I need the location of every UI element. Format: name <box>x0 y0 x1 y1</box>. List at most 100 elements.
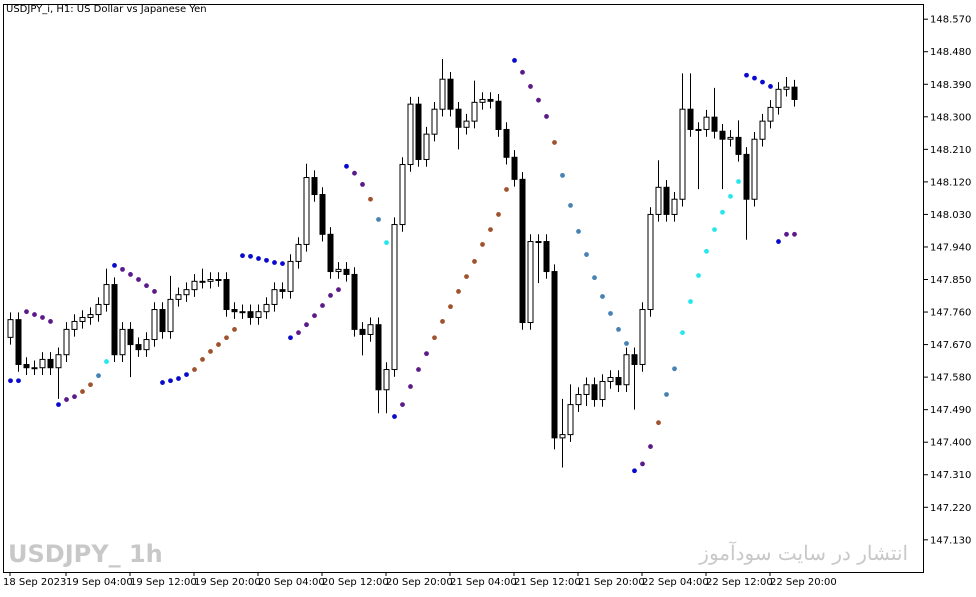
sar-dot <box>416 367 421 372</box>
sar-dot <box>608 311 613 316</box>
sar-dot <box>400 402 405 408</box>
sar-dot <box>512 58 517 63</box>
candle-body <box>23 363 30 369</box>
sar-dot <box>384 240 389 246</box>
sar-dot <box>496 212 501 217</box>
sar-dot <box>648 444 653 449</box>
candle-body <box>383 369 390 391</box>
y-tick-label: 147.220 <box>930 503 971 514</box>
candle-body <box>303 177 310 245</box>
x-tick-label: 22 Sep 04:00 <box>642 577 709 588</box>
sar-dot <box>696 273 701 278</box>
sar-dot <box>656 420 661 426</box>
candle-body <box>551 271 558 439</box>
candle-body <box>135 344 142 351</box>
candle-body <box>335 268 342 273</box>
y-tick-label: 148.570 <box>930 15 971 26</box>
candle-body <box>447 78 454 110</box>
candle-body <box>727 136 734 140</box>
candle-body <box>783 86 790 90</box>
candle-body <box>207 279 214 282</box>
candle-body <box>359 328 366 335</box>
sar-dot <box>112 263 117 268</box>
sar-dot <box>712 227 717 233</box>
candle-body <box>607 376 614 382</box>
candle-body <box>191 280 198 291</box>
sar-dot <box>424 351 429 357</box>
candle-body <box>431 108 438 135</box>
candle-body <box>351 273 358 330</box>
x-tick-label: 18 Sep 2023 <box>3 577 66 588</box>
candle-body <box>791 86 798 100</box>
sar-dot <box>728 193 733 199</box>
chart-title: USDJPY_i, H1: US Dollar vs Japanese Yen <box>6 4 207 15</box>
sar-dot <box>136 277 141 282</box>
candle-body <box>183 289 190 296</box>
y-tick-label: 148.210 <box>930 145 971 156</box>
candle-body <box>719 130 726 140</box>
candle-body <box>319 194 326 235</box>
y-tick-label: 147.310 <box>930 470 971 481</box>
sar-dot <box>328 293 333 298</box>
sar-dot <box>80 389 85 394</box>
candle-body <box>143 339 150 351</box>
candle-body <box>103 284 110 305</box>
candle-body <box>47 358 54 369</box>
candle-body <box>231 309 238 313</box>
candle-body <box>287 260 294 292</box>
sar-dot <box>600 294 605 299</box>
sar-dot <box>264 257 269 263</box>
y-tick-label: 148.300 <box>930 112 971 123</box>
candle-body <box>31 367 38 370</box>
y-tick-label: 148.120 <box>930 177 971 188</box>
candle-body <box>423 133 430 160</box>
candle-body <box>343 268 350 275</box>
sar-dot <box>144 283 149 289</box>
candle-body <box>391 224 398 371</box>
sar-dot <box>200 357 205 362</box>
candle-body <box>79 316 86 322</box>
sar-dot <box>792 231 797 237</box>
candle-body <box>7 319 14 338</box>
y-tick-label: 147.850 <box>930 275 971 286</box>
plot-frame <box>3 4 924 573</box>
sar-dot <box>360 182 365 187</box>
candle-body <box>399 164 406 226</box>
candle-body <box>263 303 270 313</box>
sar-dot <box>320 303 325 308</box>
sar-dot <box>440 319 445 324</box>
candle-body <box>55 354 62 369</box>
y-tick-label: 147.580 <box>930 373 971 384</box>
sar-dot <box>368 196 373 202</box>
y-tick-label: 147.130 <box>930 535 971 546</box>
sar-dot <box>24 309 29 315</box>
sar-dot <box>96 373 101 379</box>
candle-body <box>631 354 638 365</box>
sar-dot <box>448 304 453 310</box>
y-tick-label: 148.030 <box>930 210 971 221</box>
candle-body <box>503 128 510 158</box>
candle-body <box>751 138 758 200</box>
sar-dot <box>184 372 189 377</box>
sar-dot <box>568 202 573 208</box>
sar-dot <box>272 260 277 265</box>
sar-dot <box>456 289 461 294</box>
candle-body <box>463 120 470 128</box>
candle-body <box>559 434 566 439</box>
candle-body <box>543 241 550 273</box>
sar-dot <box>560 172 565 178</box>
candle-body <box>759 120 766 140</box>
x-tick-label: 20 Sep 12:00 <box>322 577 389 588</box>
candle-body <box>511 156 518 180</box>
site-note: انتشار در سایت سودآموز <box>698 541 908 565</box>
sar-dot <box>256 256 261 261</box>
sar-dot <box>776 239 781 244</box>
candle-body <box>439 78 446 110</box>
candle-body <box>663 186 670 215</box>
y-tick-label: 147.940 <box>930 242 971 253</box>
candle-body <box>327 233 334 273</box>
sar-dot <box>120 266 125 272</box>
candle-body <box>111 284 118 356</box>
candle-body <box>599 380 606 401</box>
candle-body <box>39 358 46 369</box>
